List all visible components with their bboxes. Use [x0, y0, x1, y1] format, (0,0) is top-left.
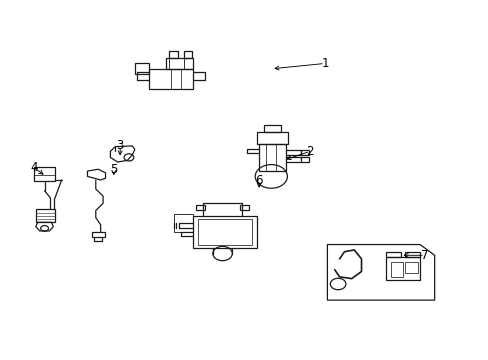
- Bar: [135, 63, 149, 74]
- Bar: [256, 132, 288, 144]
- Bar: [183, 51, 192, 58]
- Bar: [259, 144, 285, 171]
- Bar: [385, 257, 419, 280]
- Text: 6: 6: [255, 174, 263, 186]
- Bar: [168, 51, 177, 58]
- Bar: [193, 216, 256, 248]
- Text: 5: 5: [110, 163, 117, 176]
- Bar: [34, 167, 55, 181]
- Bar: [92, 231, 105, 237]
- Bar: [405, 262, 417, 273]
- Bar: [300, 157, 309, 162]
- Bar: [198, 220, 251, 244]
- Bar: [36, 209, 55, 222]
- Text: 4: 4: [30, 161, 38, 174]
- Bar: [390, 262, 402, 277]
- Bar: [405, 252, 419, 257]
- Bar: [264, 125, 281, 132]
- Bar: [173, 214, 193, 232]
- Bar: [385, 252, 400, 257]
- Text: 7: 7: [420, 249, 428, 262]
- Text: 1: 1: [321, 57, 328, 70]
- Bar: [166, 58, 193, 69]
- Text: 2: 2: [306, 145, 313, 158]
- Bar: [195, 205, 205, 211]
- Bar: [239, 205, 249, 211]
- Bar: [149, 69, 193, 89]
- Bar: [300, 150, 309, 154]
- Text: 3: 3: [116, 139, 123, 152]
